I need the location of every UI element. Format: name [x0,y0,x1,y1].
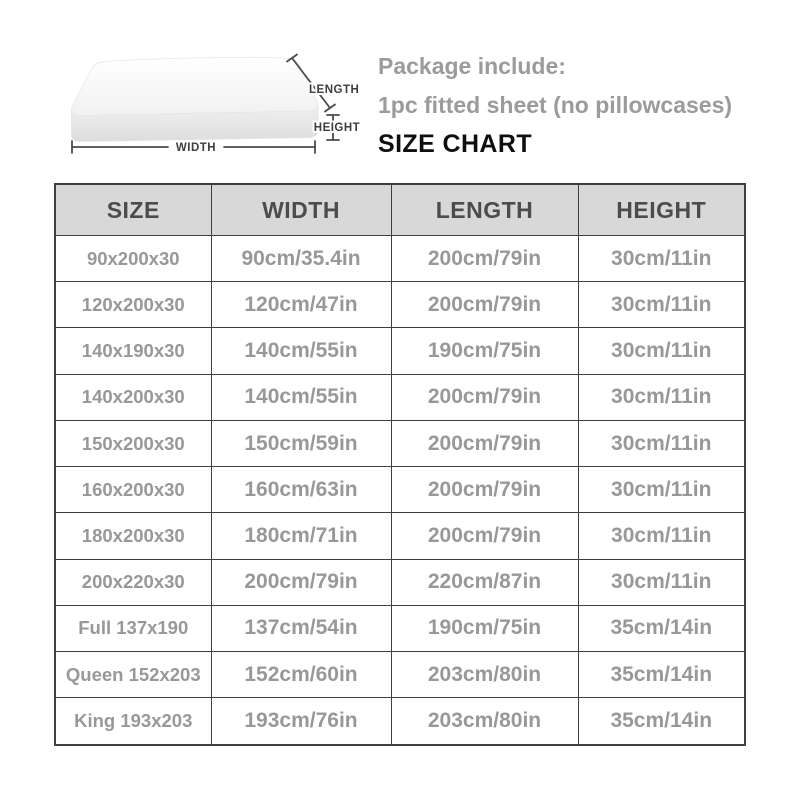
size-table-header: SIZE WIDTH LENGTH HEIGHT [54,183,746,236]
mattress-front-face [71,105,319,142]
size-chart-title: SIZE CHART [378,130,532,158]
package-info: Package include: 1pc fitted sheet (no pi… [378,52,732,159]
cell-length: 200cm/79in [390,234,579,283]
cell-height: 30cm/11in [577,512,746,560]
table-row: 140x190x30 140cm/55in 190cm/75in 30cm/11in [54,327,746,375]
length-dimension: LENGTH [286,53,361,113]
cell-width: 193cm/76in [210,697,392,746]
width-label: WIDTH [176,142,216,154]
table-row: 90x200x30 90cm/35.4in 200cm/79in 30cm/11in [54,234,746,283]
cell-width: 200cm/79in [210,558,392,606]
mattress-illustration: LENGTH HEIGHT WIDTH [71,53,362,156]
cell-height: 35cm/14in [577,604,746,653]
cell-size: 90x200x30 [54,234,212,283]
table-row: 140x200x30 140cm/55in 200cm/79in 30cm/11in [54,373,746,421]
cell-length: 200cm/79in [390,281,579,329]
cell-width: 137cm/54in [210,604,392,653]
cell-height: 35cm/14in [577,697,746,746]
cell-length: 203cm/80in [390,651,579,699]
size-table-body: 90x200x30 90cm/35.4in 200cm/79in 30cm/11in 1… [54,234,746,746]
cell-size: 150x200x30 [54,419,212,468]
cell-width: 180cm/71in [210,512,392,560]
column-header-width: WIDTH [210,183,392,236]
length-label: LENGTH [309,84,359,96]
table-row: Full 137x190 137cm/54in 190cm/75in 35cm/14i… [54,604,746,653]
column-header-size: SIZE [54,183,212,236]
cell-height: 30cm/11in [577,419,746,468]
cell-height: 30cm/11in [577,466,746,514]
column-header-height: HEIGHT [577,183,746,236]
table-row: 150x200x30 150cm/59in 200cm/79in 30cm/11in [54,419,746,468]
cell-length: 190cm/75in [390,604,579,653]
package-contents: 1pc fitted sheet (no pillowcases) [378,92,733,118]
cell-height: 30cm/11in [577,234,746,283]
cell-width: 90cm/35.4in [210,234,392,283]
cell-length: 200cm/79in [390,466,579,514]
table-row: 200x220x30 200cm/79in 220cm/87in 30cm/11in [54,558,746,606]
cell-size: Full 137x190 [54,604,212,653]
cell-width: 152cm/60in [210,651,392,699]
table-row: King 193x203 193cm/76in 203cm/80in 35cm/14i… [54,697,746,746]
header-row: SIZE WIDTH LENGTH HEIGHT [54,183,746,236]
cell-width: 160cm/63in [210,466,392,514]
height-dimension: HEIGHT [312,114,362,141]
size-table: SIZE WIDTH LENGTH HEIGHT 90x200x30 90cm/35.4… [54,183,746,746]
cell-width: 140cm/55in [210,327,392,375]
cell-height: 35cm/14in [577,651,746,699]
cell-length: 200cm/79in [390,373,579,421]
cell-size: 160x200x30 [54,466,212,514]
cell-length: 203cm/80in [390,697,579,746]
table-row: Queen 152x203 152cm/60in 203cm/80in 35cm/14… [54,651,746,699]
mattress-top-face [71,57,318,116]
table-row: 160x200x30 160cm/63in 200cm/79in 30cm/11in [54,466,746,514]
cell-size: 200x220x30 [54,558,212,606]
cell-width: 120cm/47in [210,281,392,329]
cell-width: 140cm/55in [210,373,392,421]
cell-size: 180x200x30 [54,512,212,560]
cell-height: 30cm/11in [577,281,746,329]
table-row: 120x200x30 120cm/47in 200cm/79in 30cm/11in [54,281,746,329]
cell-size: 120x200x30 [54,281,212,329]
cell-size: King 193x203 [54,697,212,746]
width-dimension: WIDTH [71,140,316,156]
height-label: HEIGHT [314,122,360,134]
cell-size: Queen 152x203 [54,651,212,699]
cell-length: 220cm/87in [390,558,579,606]
cell-length: 200cm/79in [390,512,579,560]
cell-height: 30cm/11in [577,373,746,421]
cell-length: 190cm/75in [390,327,579,375]
package-include-heading: Package include: [378,53,566,79]
cell-length: 200cm/79in [390,419,579,468]
cell-width: 150cm/59in [210,419,392,468]
cell-size: 140x200x30 [54,373,212,421]
cell-height: 30cm/11in [577,558,746,606]
cell-size: 140x190x30 [54,327,212,375]
column-header-length: LENGTH [390,183,579,236]
table-row: 180x200x30 180cm/71in 200cm/79in 30cm/11in [54,512,746,560]
cell-height: 30cm/11in [577,327,746,375]
